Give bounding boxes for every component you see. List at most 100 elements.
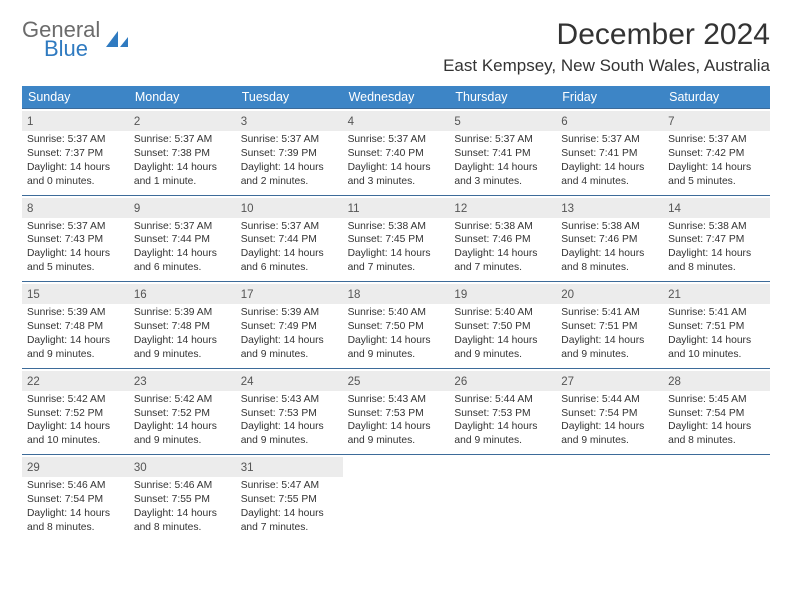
day-cell: 21Sunrise: 5:41 AMSunset: 7:51 PMDayligh… [663, 282, 770, 368]
week-row: 1Sunrise: 5:37 AMSunset: 7:37 PMDaylight… [22, 108, 770, 195]
day-number: 4 [348, 116, 354, 128]
day-ss: Sunset: 7:48 PM [134, 320, 231, 334]
day-number: 17 [241, 289, 254, 301]
day-cell: 17Sunrise: 5:39 AMSunset: 7:49 PMDayligh… [236, 282, 343, 368]
day-sr: Sunrise: 5:38 AM [561, 220, 658, 234]
day-d1: Daylight: 14 hours [241, 161, 338, 175]
day-sr: Sunrise: 5:41 AM [668, 306, 765, 320]
day-d1: Daylight: 14 hours [561, 247, 658, 261]
day-d2: and 9 minutes. [348, 434, 445, 448]
day-number: 14 [668, 203, 681, 215]
daynum-row: 27 [556, 371, 663, 391]
day-d1: Daylight: 14 hours [454, 247, 551, 261]
day-d2: and 7 minutes. [348, 261, 445, 275]
day-d2: and 7 minutes. [241, 521, 338, 535]
daynum-row: 30 [129, 457, 236, 477]
day-d1: Daylight: 14 hours [134, 507, 231, 521]
day-number: 15 [27, 289, 40, 301]
day-d1: Daylight: 14 hours [27, 420, 124, 434]
day-number: 30 [134, 462, 147, 474]
day-cell: 9Sunrise: 5:37 AMSunset: 7:44 PMDaylight… [129, 196, 236, 282]
dow-monday: Monday [129, 86, 236, 108]
day-d2: and 8 minutes. [561, 261, 658, 275]
daynum-row: 21 [663, 284, 770, 304]
day-number: 1 [27, 116, 33, 128]
day-ss: Sunset: 7:43 PM [27, 233, 124, 247]
day-d1: Daylight: 14 hours [241, 334, 338, 348]
day-cell: 25Sunrise: 5:43 AMSunset: 7:53 PMDayligh… [343, 369, 450, 455]
day-sr: Sunrise: 5:46 AM [27, 479, 124, 493]
day-number: 9 [134, 203, 140, 215]
day-d2: and 7 minutes. [454, 261, 551, 275]
day-d2: and 4 minutes. [561, 175, 658, 189]
day-sr: Sunrise: 5:38 AM [454, 220, 551, 234]
title-block: December 2024 East Kempsey, New South Wa… [443, 18, 770, 76]
day-d1: Daylight: 14 hours [561, 420, 658, 434]
daynum-row: 22 [22, 371, 129, 391]
day-d2: and 2 minutes. [241, 175, 338, 189]
day-sr: Sunrise: 5:43 AM [241, 393, 338, 407]
day-cell: 24Sunrise: 5:43 AMSunset: 7:53 PMDayligh… [236, 369, 343, 455]
day-d2: and 5 minutes. [668, 175, 765, 189]
dow-saturday: Saturday [663, 86, 770, 108]
day-number: 7 [668, 116, 674, 128]
day-ss: Sunset: 7:37 PM [27, 147, 124, 161]
dow-thursday: Thursday [449, 86, 556, 108]
dow-tuesday: Tuesday [236, 86, 343, 108]
day-sr: Sunrise: 5:45 AM [668, 393, 765, 407]
day-d1: Daylight: 14 hours [348, 161, 445, 175]
day-number: 5 [454, 116, 460, 128]
day-d2: and 9 minutes. [561, 434, 658, 448]
day-cell: 15Sunrise: 5:39 AMSunset: 7:48 PMDayligh… [22, 282, 129, 368]
day-cell: 23Sunrise: 5:42 AMSunset: 7:52 PMDayligh… [129, 369, 236, 455]
day-cell: 3Sunrise: 5:37 AMSunset: 7:39 PMDaylight… [236, 109, 343, 195]
daynum-row: 2 [129, 111, 236, 131]
daynum-row: 12 [449, 198, 556, 218]
day-d1: Daylight: 14 hours [241, 420, 338, 434]
day-d2: and 8 minutes. [668, 434, 765, 448]
day-d2: and 3 minutes. [348, 175, 445, 189]
day-d1: Daylight: 14 hours [348, 420, 445, 434]
day-cell [449, 455, 556, 541]
day-sr: Sunrise: 5:44 AM [454, 393, 551, 407]
day-number: 2 [134, 116, 140, 128]
day-sr: Sunrise: 5:42 AM [27, 393, 124, 407]
dow-friday: Friday [556, 86, 663, 108]
day-cell: 7Sunrise: 5:37 AMSunset: 7:42 PMDaylight… [663, 109, 770, 195]
day-ss: Sunset: 7:45 PM [348, 233, 445, 247]
daynum-row: 29 [22, 457, 129, 477]
day-ss: Sunset: 7:53 PM [348, 407, 445, 421]
day-d1: Daylight: 14 hours [561, 161, 658, 175]
dow-wednesday: Wednesday [343, 86, 450, 108]
day-cell: 20Sunrise: 5:41 AMSunset: 7:51 PMDayligh… [556, 282, 663, 368]
day-d2: and 9 minutes. [134, 348, 231, 362]
day-number: 16 [134, 289, 147, 301]
location: East Kempsey, New South Wales, Australia [443, 56, 770, 76]
daynum-row: 20 [556, 284, 663, 304]
day-d1: Daylight: 14 hours [348, 334, 445, 348]
daynum-row: 13 [556, 198, 663, 218]
day-cell: 8Sunrise: 5:37 AMSunset: 7:43 PMDaylight… [22, 196, 129, 282]
day-d2: and 10 minutes. [27, 434, 124, 448]
day-number: 24 [241, 376, 254, 388]
day-d1: Daylight: 14 hours [27, 507, 124, 521]
day-d2: and 6 minutes. [134, 261, 231, 275]
day-sr: Sunrise: 5:47 AM [241, 479, 338, 493]
calendar: Sunday Monday Tuesday Wednesday Thursday… [22, 86, 770, 541]
week-row: 29Sunrise: 5:46 AMSunset: 7:54 PMDayligh… [22, 454, 770, 541]
day-number: 25 [348, 376, 361, 388]
day-number: 31 [241, 462, 254, 474]
day-cell: 11Sunrise: 5:38 AMSunset: 7:45 PMDayligh… [343, 196, 450, 282]
day-ss: Sunset: 7:54 PM [561, 407, 658, 421]
daynum-row: 10 [236, 198, 343, 218]
day-sr: Sunrise: 5:40 AM [348, 306, 445, 320]
day-number: 12 [454, 203, 467, 215]
day-ss: Sunset: 7:40 PM [348, 147, 445, 161]
day-number: 23 [134, 376, 147, 388]
daynum-row: 15 [22, 284, 129, 304]
day-ss: Sunset: 7:38 PM [134, 147, 231, 161]
day-sr: Sunrise: 5:42 AM [134, 393, 231, 407]
daynum-row: 25 [343, 371, 450, 391]
day-d1: Daylight: 14 hours [27, 161, 124, 175]
daynum-row: 31 [236, 457, 343, 477]
